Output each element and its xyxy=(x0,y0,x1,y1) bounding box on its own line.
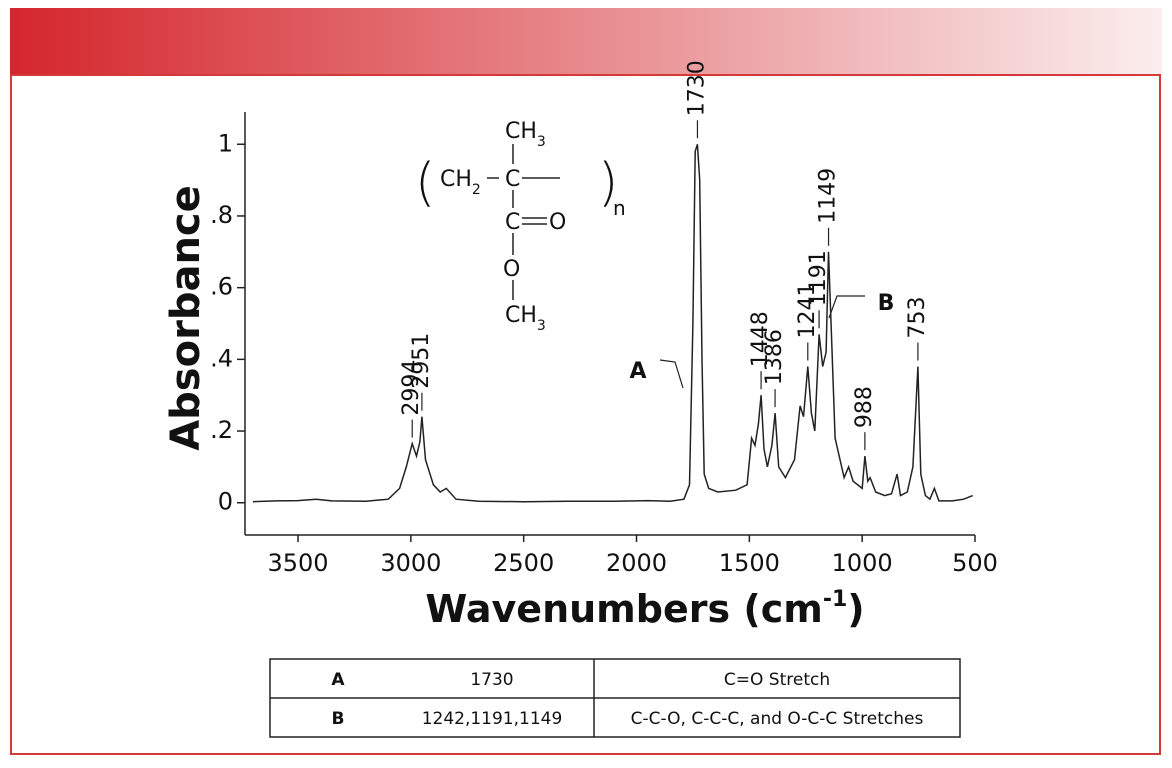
struct-text: n xyxy=(613,196,626,220)
structure: ( ) CH3 CH2 C C O O CH3 n xyxy=(415,119,626,334)
peak-label: 1386 xyxy=(762,329,787,385)
struct-text: 3 xyxy=(537,134,546,150)
peak-label: 988 xyxy=(852,386,877,428)
peak-label: 1448 xyxy=(748,311,773,367)
peak-label: 1191 xyxy=(806,250,831,306)
x-tick-label: 3500 xyxy=(267,549,328,577)
peak-label: 1149 xyxy=(816,168,841,224)
x-tick-label: 2000 xyxy=(606,549,667,577)
peak-label: 1730 xyxy=(684,60,709,116)
table-cell: C=O Stretch xyxy=(724,670,830,690)
x-tick-label: 1500 xyxy=(719,549,780,577)
frame xyxy=(10,74,1161,755)
annotation: B xyxy=(878,291,895,316)
peak-label: 2994 xyxy=(399,360,424,416)
y-tick-label: 0 xyxy=(218,488,233,516)
x-tick-label: 1000 xyxy=(832,549,893,577)
struct-text: CH xyxy=(505,119,537,144)
struct-text: C xyxy=(505,167,520,192)
y-tick-label: .2 xyxy=(210,416,233,444)
table-cell: B xyxy=(332,709,345,729)
x-label-end: ) xyxy=(847,587,864,631)
peak-label: 1241 xyxy=(795,283,820,339)
struct-text: 3 xyxy=(537,318,546,334)
annotation-leader xyxy=(828,295,865,319)
paren: ( xyxy=(415,153,435,213)
table-cell: A xyxy=(331,670,345,690)
struct-text: 2 xyxy=(472,182,481,198)
peak-label: 2951 xyxy=(409,333,434,389)
x-axis-label: Wavenumbers (cm-1) xyxy=(425,587,864,631)
x-tick-label: 500 xyxy=(952,549,998,577)
y-axis-label: Absorbance xyxy=(163,185,209,451)
struct-text: CH xyxy=(505,303,537,328)
x-tick-label: 3000 xyxy=(380,549,441,577)
struct-text: O xyxy=(503,257,520,282)
paren: ) xyxy=(598,153,618,213)
x-label-sup: -1 xyxy=(823,587,847,612)
struct-text: CH xyxy=(440,167,472,192)
table-cell: C-C-O, C-C-C, and O-C-C Stretches xyxy=(631,709,924,729)
table: A 1730 C=O Stretch B 1242,1191,1149 C-C-… xyxy=(269,658,961,738)
bonds xyxy=(487,144,560,300)
table-cell: 1730 xyxy=(470,670,513,690)
y-tick-label: .8 xyxy=(210,201,233,229)
y-tick-label: .6 xyxy=(210,273,233,301)
spectrum-line xyxy=(252,144,973,503)
struct-text: CH2 xyxy=(440,167,481,198)
header-band xyxy=(10,8,1162,76)
struct-text: CH3 xyxy=(505,303,546,334)
struct-text: CH3 xyxy=(505,119,546,150)
table-cell: 1242,1191,1149 xyxy=(422,709,563,729)
x-tick-label: 2500 xyxy=(493,549,554,577)
struct-text: C xyxy=(505,210,520,235)
x-label-text: Wavenumbers (cm xyxy=(425,587,823,631)
y-tick-label: .4 xyxy=(210,344,233,372)
annotation-leader xyxy=(659,359,684,389)
annotation: A xyxy=(629,359,646,384)
struct-text: O xyxy=(549,210,566,235)
peak-label: 753 xyxy=(905,297,930,339)
y-tick-label: 1 xyxy=(218,129,233,157)
